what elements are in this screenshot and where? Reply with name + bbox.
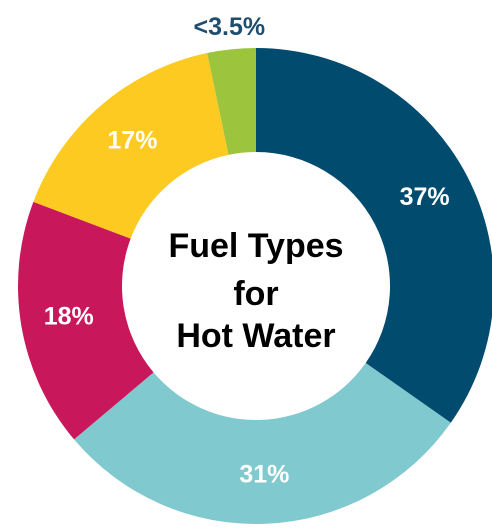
- donut-slice: [17, 201, 154, 440]
- data-label: <3.5%: [194, 13, 266, 41]
- chart-title: Hot Water: [176, 317, 335, 355]
- chart-title: Fuel Types: [168, 227, 343, 265]
- data-label: 18%: [44, 303, 94, 331]
- donut-slice: [74, 362, 451, 524]
- chart-title: for: [233, 275, 278, 313]
- donut-slice: [207, 48, 256, 155]
- donut-slice: [256, 48, 492, 423]
- donut-slice: [33, 53, 229, 239]
- data-label: 37%: [400, 183, 450, 211]
- data-label: 17%: [107, 126, 157, 154]
- data-label: 31%: [239, 460, 289, 488]
